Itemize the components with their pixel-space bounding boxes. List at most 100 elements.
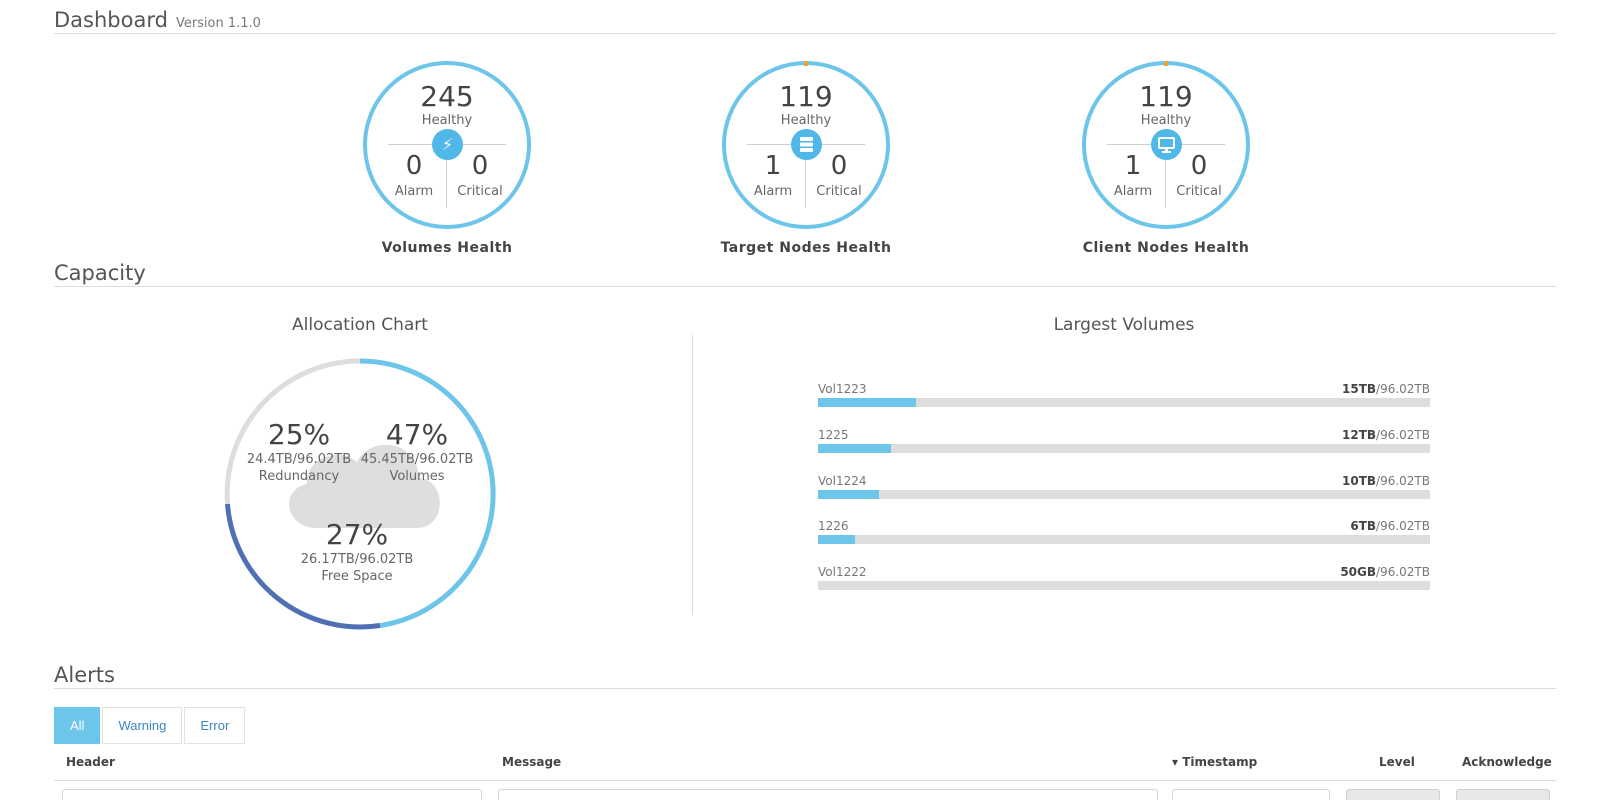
healthy-label: Healthy (1140, 113, 1192, 128)
gauge-ring (722, 61, 890, 229)
alarm-count: 0 (405, 151, 423, 181)
volume-used: 15TB (1342, 382, 1377, 396)
cloud-icon (289, 444, 440, 528)
column-header-header[interactable]: Header (66, 755, 115, 769)
volume-size: 10TB/96.02TB (1342, 474, 1430, 488)
volume-name: 1225 (818, 428, 849, 442)
capacity-divider (54, 286, 1556, 287)
volume-name: Vol1222 (818, 565, 867, 579)
gauge-ring (1082, 61, 1250, 229)
volume-used: 50GB (1340, 565, 1377, 579)
volume-used: 12TB (1342, 428, 1377, 442)
volumes-stat: 47% 45.45TB/96.02TB Volumes (352, 418, 482, 484)
alarm-count: 1 (1124, 151, 1142, 181)
volume-total: /96.02TB (1376, 382, 1430, 396)
column-header-message[interactable]: Message (502, 755, 562, 769)
volume-size: 15TB/96.02TB (1342, 382, 1430, 396)
redundancy-label: Redundancy (258, 469, 340, 484)
free-space-ratio: 26.17TB/96.02TB (300, 552, 414, 567)
page-title: Dashboard Version 1.1.0 (54, 8, 261, 32)
volume-bar-track (818, 535, 1430, 544)
volumes-arc (359, 358, 496, 628)
healthy-label: Healthy (421, 113, 473, 128)
header-filter-input[interactable] (62, 789, 482, 800)
alarm-marker (1164, 61, 1168, 66)
timestamp-header-label: Timestamp (1182, 755, 1258, 769)
volumes-ratio: 45.45TB/96.02TB (360, 452, 474, 467)
column-header-timestamp[interactable]: ▾ Timestamp (1172, 755, 1257, 769)
version-label: Version 1.1.0 (175, 16, 261, 31)
column-header-level[interactable]: Level (1379, 755, 1415, 769)
alert-filter-group: All Warning Error (54, 707, 246, 744)
filter-all-button[interactable]: All (54, 707, 101, 744)
message-filter-input[interactable] (498, 789, 1158, 800)
sort-desc-icon: ▾ (1172, 755, 1179, 769)
filter-warning-button[interactable]: Warning (102, 707, 183, 744)
table-header-divider (54, 780, 1556, 781)
critical-count: 0 (830, 151, 848, 181)
gauge-title: Target Nodes Health (720, 240, 892, 256)
lightning-icon: ⚡ (432, 129, 463, 160)
column-header-acknowledge[interactable]: Acknowledge (1462, 755, 1552, 769)
alerts-title: Alerts (54, 663, 115, 687)
gauge-title: Volumes Health (381, 240, 513, 256)
free-space-label: Free Space (321, 569, 393, 584)
free-space-stat: 27% 26.17TB/96.02TB Free Space (292, 518, 422, 584)
volume-bar-track (818, 490, 1430, 499)
timestamp-filter-input[interactable] (1172, 789, 1330, 800)
critical-label: Critical (457, 184, 503, 199)
volume-total: /96.02TB (1376, 474, 1430, 488)
capacity-title: Capacity (54, 261, 146, 285)
acknowledge-filter-button[interactable] (1456, 789, 1550, 800)
volume-bar-fill (818, 398, 916, 407)
volume-used: 6TB (1350, 519, 1377, 533)
free-space-percent: 27% (325, 518, 389, 551)
critical-label: Critical (816, 184, 862, 199)
client-nodes-health-gauge: 119 Healthy 1 Alarm 0 Critical Client No… (1079, 60, 1253, 256)
volume-size: 12TB/96.02TB (1342, 428, 1430, 442)
server-icon (791, 129, 822, 160)
capacity-vertical-divider (692, 335, 693, 615)
volume-name: 1226 (818, 519, 849, 533)
volume-bar-row: Vol1223 15TB/96.02TB (818, 382, 1430, 407)
filter-error-button[interactable]: Error (184, 707, 246, 744)
volume-bar-row: 1225 12TB/96.02TB (818, 428, 1430, 453)
target-nodes-health-gauge: 119 Healthy 1 Alarm 0 Critical Target No… (719, 60, 893, 256)
alarm-marker (804, 61, 808, 66)
volumes-percent: 47% (385, 418, 449, 451)
allocation-chart-title: Allocation Chart (292, 315, 428, 335)
divider (1165, 144, 1166, 208)
critical-count: 0 (471, 151, 489, 181)
redundancy-arc (224, 358, 361, 505)
alarm-label: Alarm (753, 184, 793, 199)
volume-bar-fill (818, 490, 880, 499)
redundancy-stat: 25% 24.4TB/96.02TB Redundancy (234, 418, 364, 484)
allocation-donut: 25% 24.4TB/96.02TB Redundancy 47% 45.45T… (222, 356, 498, 632)
volumes-health-gauge: 245 Healthy ⚡ 0 Alarm 0 Critical Volumes… (360, 60, 534, 256)
critical-label: Critical (1176, 184, 1222, 199)
redundancy-percent: 25% (267, 418, 331, 451)
volume-bar-fill (818, 444, 892, 453)
healthy-count: 119 (779, 80, 833, 113)
divider (446, 144, 447, 208)
volume-total: /96.02TB (1376, 428, 1430, 442)
alarm-label: Alarm (1113, 184, 1153, 199)
divider (805, 144, 806, 208)
volume-total: /96.02TB (1376, 565, 1430, 579)
level-filter-button[interactable] (1346, 789, 1440, 800)
gauge-title: Client Nodes Health (1082, 240, 1250, 256)
page-title-text: Dashboard (54, 8, 168, 32)
volume-size: 6TB/96.02TB (1350, 519, 1430, 533)
volume-bar-row: Vol1224 10TB/96.02TB (818, 474, 1430, 499)
critical-count: 0 (1190, 151, 1208, 181)
volume-bar-row: 1226 6TB/96.02TB (818, 519, 1430, 544)
monitor-icon (1151, 129, 1182, 160)
volume-bar-track (818, 581, 1430, 590)
volume-used: 10TB (1342, 474, 1377, 488)
volumes-label: Volumes (389, 469, 445, 484)
volume-bar-fill (818, 535, 855, 544)
header-divider (54, 33, 1556, 34)
volume-bar-track (818, 444, 1430, 453)
volume-bar-track (818, 398, 1430, 407)
healthy-count: 119 (1139, 80, 1193, 113)
